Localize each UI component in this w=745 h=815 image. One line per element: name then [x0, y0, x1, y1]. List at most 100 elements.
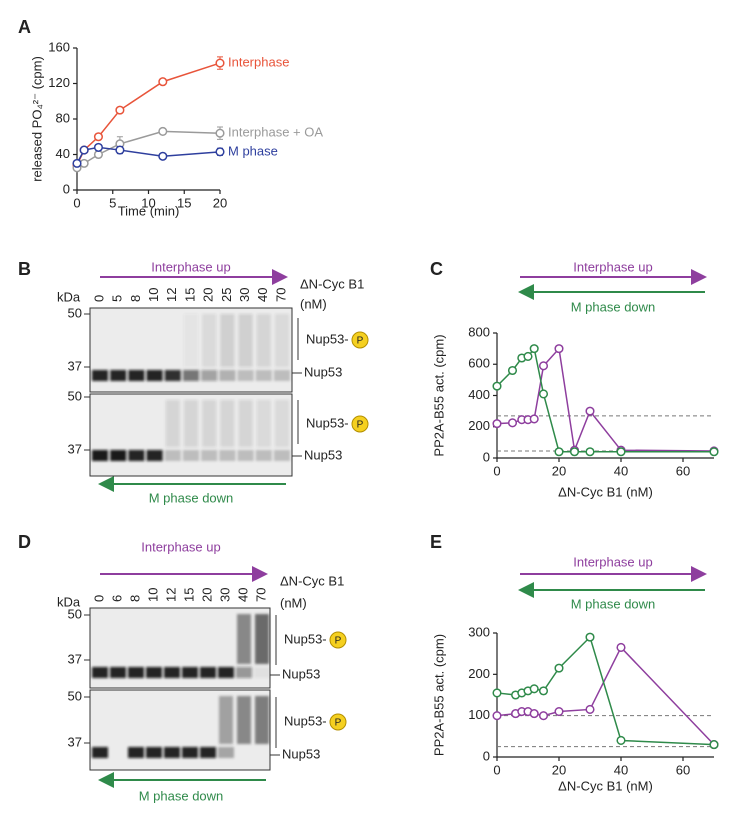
x-tick-label: 60 [676, 762, 690, 777]
x-tick-label: 40 [614, 762, 628, 777]
smear [238, 314, 253, 367]
smear [255, 614, 269, 664]
data-point [523, 351, 533, 361]
data-point [492, 381, 502, 391]
x-tick-label: 15 [177, 195, 191, 210]
band [128, 667, 144, 678]
band [237, 370, 254, 381]
smear [238, 400, 253, 447]
band [164, 370, 181, 381]
y-axis-label: PP2A-B55 act. (cpm) [431, 334, 446, 456]
lane-label: 20 [201, 288, 216, 302]
x-tick-label: 0 [73, 195, 80, 210]
band [110, 667, 126, 678]
data-point [616, 447, 626, 457]
smear [184, 400, 198, 447]
smear [256, 400, 271, 447]
y-axis-label: PP2A-B55 act. (cpm) [431, 634, 446, 756]
series-line [496, 346, 715, 454]
lane-label: 10 [145, 588, 160, 602]
band [128, 370, 145, 381]
smear [220, 400, 235, 447]
smear [165, 400, 180, 447]
x-tick-label: 20 [213, 195, 227, 210]
x-axis-label: ΔN-Cyc B1 (nM) [558, 484, 653, 499]
phospho-label: P [335, 718, 342, 729]
smear [256, 314, 271, 367]
marker-label: 37 [68, 651, 82, 666]
data-point [585, 406, 595, 416]
phospho-icon [351, 331, 369, 349]
lane-label: 70 [273, 288, 288, 302]
marker-label: 50 [68, 688, 82, 703]
marker-label: 37 [68, 358, 82, 373]
lane-label: 8 [127, 595, 142, 602]
smear [255, 696, 269, 744]
phospho-icon [329, 713, 347, 731]
phospho-label: P [357, 336, 364, 347]
y-tick-label: 400 [468, 387, 490, 402]
bands [92, 314, 290, 381]
kda-label: kDa [57, 594, 81, 609]
band-label: Nup53 [282, 746, 320, 761]
band [200, 667, 216, 678]
x-tick-label: 20 [552, 463, 566, 478]
bands [92, 614, 270, 678]
arrow-label: Interphase up [151, 259, 231, 274]
data-point [616, 735, 626, 746]
data-point [709, 740, 719, 750]
band [146, 667, 162, 678]
x-tick-label: 0 [493, 762, 500, 777]
y-tick-label: 0 [483, 449, 490, 464]
band [92, 667, 108, 678]
band-label: Nup53 [304, 364, 342, 379]
phospho-icon [329, 631, 347, 649]
y-tick-label: 80 [56, 110, 70, 125]
arrow-label: Interphase up [141, 539, 221, 554]
lane-label: 40 [255, 288, 270, 302]
band [219, 450, 236, 461]
x-axis-label: Time (min) [118, 203, 180, 218]
band [201, 450, 218, 461]
legend-label: M phase down [571, 596, 656, 611]
y-tick-label: 40 [56, 146, 70, 161]
band [110, 450, 127, 461]
band [255, 450, 272, 461]
panel-letter: A [18, 17, 31, 37]
data-point [79, 145, 89, 155]
lane-label: 40 [235, 588, 250, 602]
data-point [554, 447, 564, 457]
data-point [538, 361, 549, 371]
legend-label: Interphase up [573, 259, 653, 274]
band-label: Nup53- [284, 713, 327, 728]
band [201, 370, 218, 381]
arrow-label: M phase down [139, 788, 224, 803]
data-point [538, 686, 549, 696]
band [183, 450, 199, 461]
lane-label: 12 [163, 588, 178, 602]
series-line [496, 346, 714, 453]
band [146, 450, 163, 461]
band [255, 370, 272, 381]
data-point [569, 447, 580, 457]
y-tick-label: 600 [468, 356, 490, 371]
band [92, 747, 108, 758]
lane-label: 12 [164, 288, 179, 302]
kda-label: kDa [57, 289, 81, 304]
x-tick-label: 20 [552, 762, 566, 777]
lane-label: 30 [217, 588, 232, 602]
band [164, 667, 180, 678]
bands [92, 400, 290, 461]
smear [220, 314, 235, 367]
data-point [529, 709, 539, 719]
data-point [72, 158, 82, 168]
phospho-icon [351, 415, 369, 433]
legend-label: Interphase up [573, 554, 653, 569]
data-point [492, 711, 502, 721]
band [236, 667, 252, 678]
series-label: Interphase + OA [228, 125, 323, 140]
data-point [554, 706, 564, 717]
data-point [93, 132, 103, 142]
data-point [492, 419, 502, 429]
data-point [115, 105, 125, 115]
